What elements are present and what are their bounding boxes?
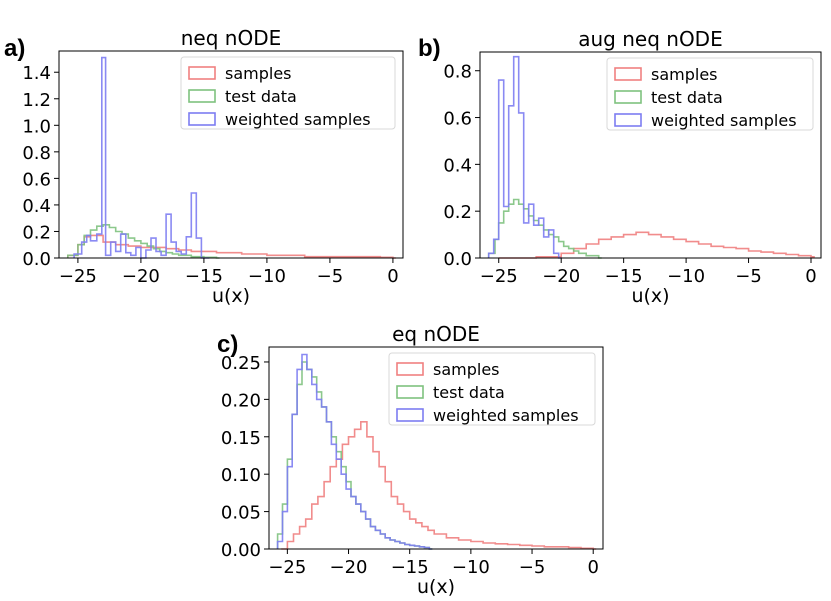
y-tick-label: 0.8 (22, 143, 51, 164)
x-tick-label: −20 (330, 557, 368, 578)
y-tick-label: 0.0 (443, 249, 472, 270)
y-tick-label: 0.25 (221, 353, 261, 374)
plot-frame (58, 50, 404, 259)
x-tick-label: −10 (452, 557, 490, 578)
legend: samples test data weighted samples (388, 352, 596, 426)
x-tick-label: −5 (317, 266, 344, 287)
panel-label: c) (217, 331, 238, 358)
panel-a: a) neq nODE −25 −20 −15 −10 −5 0 0.0 0.2 0.4 0.6 0.8… (4, 26, 404, 307)
legend: samples test data weighted samples (606, 57, 814, 131)
legend-entry: samples (225, 64, 292, 83)
legend-entry: test data (433, 383, 505, 402)
x-tick-label: −20 (542, 266, 580, 287)
y-tick-label: 0.20 (221, 390, 261, 411)
chart-title: aug neq nODE (578, 27, 722, 51)
series-samples (498, 231, 815, 259)
y-tick-label: 0.10 (221, 465, 261, 486)
legend-box (388, 352, 596, 426)
x-tick-label: −5 (519, 557, 546, 578)
legend-swatch-weighted-samples (614, 113, 642, 127)
y-tick-label: 0.6 (22, 169, 51, 190)
legend: samples test data weighted samples (180, 56, 396, 130)
legend-entry: weighted samples (433, 406, 579, 425)
legend-box (180, 56, 396, 130)
y-tick-label: 0.00 (221, 540, 261, 561)
x-tick-label: −15 (605, 266, 643, 287)
legend-swatch-test-data (614, 90, 642, 104)
chart-title: neq nODE (181, 26, 282, 50)
x-tick-label: 0 (587, 557, 598, 578)
y-tick-label: 1.4 (22, 63, 51, 84)
x-tick-label: −25 (59, 266, 97, 287)
legend-swatch-test-data (188, 89, 216, 103)
x-tick-label: −15 (185, 266, 223, 287)
y-tick-label: 0.05 (221, 503, 261, 524)
plot-frame (479, 51, 822, 259)
legend-entry: weighted samples (651, 111, 797, 130)
y-tick-label: 1.2 (22, 90, 51, 111)
legend-swatch-test-data (396, 385, 424, 399)
series-samples (281, 421, 597, 550)
y-tick-label: 1.0 (22, 116, 51, 137)
series-group (67, 56, 396, 259)
x-tick-label: 0 (805, 266, 816, 287)
x-axis-label: u(x) (212, 285, 250, 307)
y-tick-label: 0.4 (443, 155, 472, 176)
legend-swatch-weighted-samples (396, 408, 424, 422)
x-tick-label: −15 (391, 557, 429, 578)
legend-entry: test data (651, 88, 723, 107)
y-tick-label: 0.6 (443, 109, 472, 130)
x-axis-label: u(x) (631, 285, 669, 307)
legend-swatch-samples (614, 67, 642, 81)
y-tick-label: 0.15 (221, 428, 261, 449)
series-weighted-samples (487, 55, 562, 259)
panel-c: c) eq nODE −25 −20 −15 −10 −5 0 0.00 0.05 0.10 0.15… (217, 322, 604, 598)
x-tick-label: −10 (667, 266, 705, 287)
y-tick-label: 0.2 (443, 202, 472, 223)
x-tick-label: −25 (480, 266, 518, 287)
x-tick-label: −25 (268, 557, 306, 578)
series-group (276, 353, 597, 550)
series-group (487, 55, 815, 259)
legend-entry: samples (433, 360, 500, 379)
panel-b: b) aug neq nODE −25 −20 −15 −10 −5 0 0.0 0.2 0.4 0.… (418, 27, 822, 307)
x-tick-label: −10 (248, 266, 286, 287)
x-tick-label: −5 (735, 266, 762, 287)
legend-swatch-weighted-samples (188, 112, 216, 126)
x-tick-label: −20 (122, 266, 160, 287)
x-tick-label: 0 (387, 266, 398, 287)
legend-swatch-samples (188, 66, 216, 80)
chart-title: eq nODE (392, 322, 480, 346)
series-test-data (67, 224, 220, 259)
plot-frame (268, 346, 604, 550)
legend-swatch-samples (396, 362, 424, 376)
legend-box (606, 57, 814, 131)
x-axis-label: u(x) (417, 576, 455, 598)
legend-entry: test data (225, 87, 297, 106)
panel-label: b) (418, 35, 441, 62)
y-tick-label: 0.2 (22, 222, 51, 243)
series-weighted-samples (276, 353, 433, 550)
y-tick-label: 0.0 (22, 249, 51, 270)
legend-entry: weighted samples (225, 110, 371, 129)
series-weighted-samples (73, 56, 210, 259)
legend-entry: samples (651, 65, 718, 84)
series-samples (67, 234, 396, 259)
panel-label: a) (4, 35, 25, 62)
y-tick-label: 0.4 (22, 196, 51, 217)
y-tick-label: 0.8 (443, 62, 472, 83)
